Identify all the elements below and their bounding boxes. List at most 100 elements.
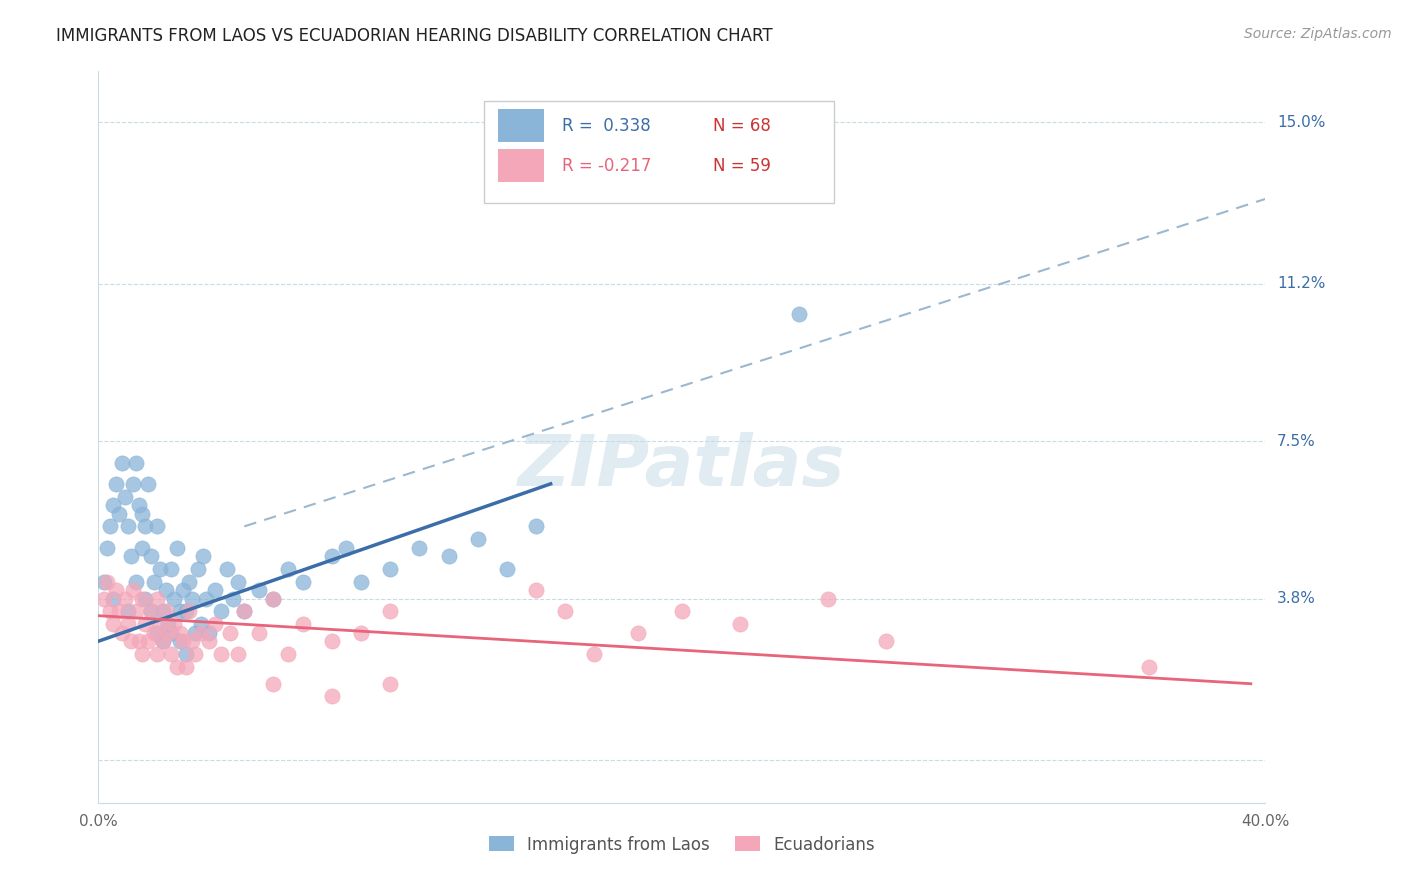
Point xyxy=(198,625,221,640)
Point xyxy=(172,583,194,598)
Point xyxy=(108,604,131,618)
Point xyxy=(163,617,186,632)
Point xyxy=(131,541,153,555)
Point xyxy=(146,625,169,640)
Point xyxy=(122,476,145,491)
Point xyxy=(98,519,121,533)
Point xyxy=(101,591,124,606)
Point xyxy=(209,647,232,661)
Point xyxy=(120,549,142,563)
Point xyxy=(114,591,136,606)
Text: 3.8%: 3.8% xyxy=(1277,591,1316,607)
Point xyxy=(262,591,284,606)
Point xyxy=(291,574,314,589)
Point xyxy=(183,647,205,661)
Text: Source: ZipAtlas.com: Source: ZipAtlas.com xyxy=(1244,27,1392,41)
Point xyxy=(233,604,256,618)
Point xyxy=(204,583,226,598)
Point xyxy=(380,604,402,618)
Point xyxy=(163,591,186,606)
Point xyxy=(108,507,131,521)
Point xyxy=(101,617,124,632)
Point xyxy=(204,617,226,632)
Point xyxy=(291,617,314,632)
Text: N = 59: N = 59 xyxy=(713,157,772,175)
Point xyxy=(524,519,547,533)
Point xyxy=(117,604,139,618)
Text: 7.5%: 7.5% xyxy=(1277,434,1316,449)
Point xyxy=(122,583,145,598)
Point xyxy=(93,591,115,606)
Point xyxy=(221,591,243,606)
Point xyxy=(321,690,343,704)
Point xyxy=(467,532,489,546)
Point xyxy=(128,498,150,512)
Point xyxy=(146,647,169,661)
Point xyxy=(335,541,357,555)
Point xyxy=(160,625,183,640)
Point xyxy=(152,634,174,648)
Point xyxy=(136,634,159,648)
Point xyxy=(166,659,188,673)
Point xyxy=(157,617,180,632)
Point xyxy=(98,604,121,618)
Point xyxy=(139,604,162,618)
Point xyxy=(408,541,430,555)
Point xyxy=(139,604,162,618)
Text: 15.0%: 15.0% xyxy=(1277,115,1326,130)
Point xyxy=(128,634,150,648)
Point xyxy=(875,634,897,648)
Point xyxy=(174,604,197,618)
Point xyxy=(111,456,134,470)
Point xyxy=(131,507,153,521)
Point xyxy=(193,549,215,563)
Point xyxy=(125,574,148,589)
Point xyxy=(247,625,270,640)
Point xyxy=(131,591,153,606)
Point xyxy=(177,574,200,589)
Point xyxy=(149,562,172,576)
Point xyxy=(125,456,148,470)
Point xyxy=(160,647,183,661)
Point xyxy=(209,604,232,618)
FancyBboxPatch shape xyxy=(484,101,834,203)
Point xyxy=(157,625,180,640)
Point xyxy=(117,617,139,632)
Point xyxy=(146,519,169,533)
Point xyxy=(627,625,650,640)
Point xyxy=(166,541,188,555)
Text: R = -0.217: R = -0.217 xyxy=(562,157,651,175)
Point xyxy=(180,634,202,648)
Point xyxy=(190,617,212,632)
Point xyxy=(169,625,191,640)
Text: ZIPatlas: ZIPatlas xyxy=(519,432,845,500)
Point xyxy=(183,625,205,640)
Point xyxy=(174,659,197,673)
Point xyxy=(524,583,547,598)
Point xyxy=(114,490,136,504)
Point xyxy=(111,625,134,640)
Point xyxy=(437,549,460,563)
Point xyxy=(160,562,183,576)
Point xyxy=(104,476,127,491)
Point xyxy=(321,634,343,648)
Point xyxy=(496,562,519,576)
Point xyxy=(136,476,159,491)
Point xyxy=(134,617,156,632)
Point xyxy=(190,625,212,640)
FancyBboxPatch shape xyxy=(498,149,544,182)
Point xyxy=(169,604,191,618)
Point xyxy=(93,574,115,589)
Point xyxy=(101,498,124,512)
Point xyxy=(155,604,177,618)
Point xyxy=(218,625,240,640)
Point xyxy=(215,562,238,576)
Point xyxy=(262,677,284,691)
Legend: Immigrants from Laos, Ecuadorians: Immigrants from Laos, Ecuadorians xyxy=(482,829,882,860)
Text: 11.2%: 11.2% xyxy=(1277,277,1326,292)
Point xyxy=(350,574,373,589)
Point xyxy=(169,634,191,648)
Point xyxy=(142,574,165,589)
Point xyxy=(262,591,284,606)
Point xyxy=(146,591,169,606)
